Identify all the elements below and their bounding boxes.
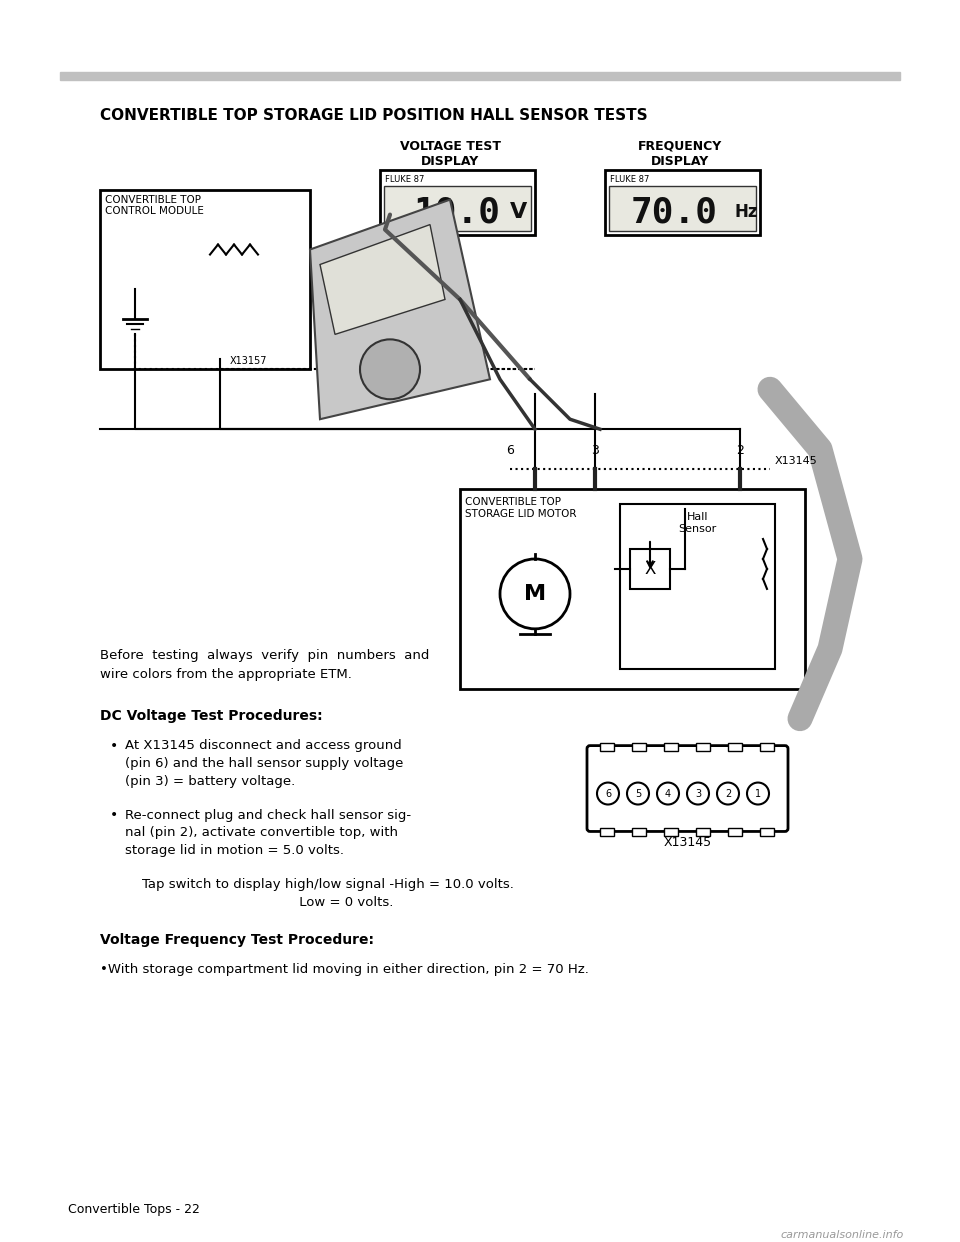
Text: Re-connect plug and check hall sensor sig-: Re-connect plug and check hall sensor si… [125,809,411,821]
Text: 5: 5 [635,789,641,799]
Text: 3: 3 [695,789,701,799]
Text: DC Voltage Test Procedures:: DC Voltage Test Procedures: [100,709,323,723]
Text: 3: 3 [591,445,599,457]
Bar [664,743,678,750]
Bar [384,185,531,231]
Bar [632,743,646,750]
FancyBboxPatch shape [605,170,760,235]
Text: (pin 3) = battery voltage.: (pin 3) = battery voltage. [125,775,296,787]
Text: Before  testing  always  verify  pin  numbers  and
wire colors from the appropri: Before testing always verify pin numbers… [100,648,429,681]
Text: Hall
Sensor: Hall Sensor [679,512,716,534]
Bar [609,185,756,231]
Text: Tap switch to display high/low signal -High = 10.0 volts.: Tap switch to display high/low signal -H… [125,878,514,892]
Bar [664,828,678,836]
Bar [460,489,805,689]
Text: At X13145 disconnect and access ground: At X13145 disconnect and access ground [125,739,401,751]
Bar [600,743,614,750]
Text: V: V [511,202,528,222]
Text: 4: 4 [665,789,671,799]
Bar [760,828,774,836]
Text: 2: 2 [725,789,732,799]
Text: VOLTAGE TEST
DISPLAY: VOLTAGE TEST DISPLAY [399,140,500,168]
Text: 2: 2 [736,445,744,457]
Bar [600,828,614,836]
Text: 10.0: 10.0 [414,195,501,229]
FancyBboxPatch shape [587,745,788,831]
Text: X13145: X13145 [663,836,711,850]
Text: 6: 6 [506,445,514,457]
Text: Low = 0 volts.: Low = 0 volts. [125,897,394,909]
Text: (pin 6) and the hall sensor supply voltage: (pin 6) and the hall sensor supply volta… [125,756,403,770]
Text: 70.0: 70.0 [631,195,718,229]
Circle shape [597,782,619,805]
Text: carmanualsonline.info: carmanualsonline.info [780,1230,903,1240]
Bar [620,504,775,668]
Text: nal (pin 2), activate convertible top, with: nal (pin 2), activate convertible top, w… [125,826,398,840]
Bar [630,549,670,589]
Text: 1: 1 [755,789,761,799]
Text: CONVERTIBLE TOP STORAGE LID POSITION HALL SENSOR TESTS: CONVERTIBLE TOP STORAGE LID POSITION HAL… [100,108,648,123]
Text: FREQUENCY
DISPLAY: FREQUENCY DISPLAY [637,140,722,168]
Text: Hz: Hz [734,204,757,221]
Text: Convertible Tops - 22: Convertible Tops - 22 [68,1202,200,1216]
Circle shape [360,339,420,399]
Text: FLUKE 87: FLUKE 87 [610,175,649,184]
Text: X: X [644,560,656,578]
Circle shape [717,782,739,805]
Text: 6: 6 [605,789,612,799]
Bar [696,743,710,750]
Text: •With storage compartment lid moving in either direction, pin 2 = 70 Hz.: •With storage compartment lid moving in … [100,964,588,976]
Text: M: M [524,584,546,604]
Text: CONVERTIBLE TOP
STORAGE LID MOTOR: CONVERTIBLE TOP STORAGE LID MOTOR [465,497,577,519]
Polygon shape [320,225,445,334]
Circle shape [657,782,679,805]
Text: storage lid in motion = 5.0 volts.: storage lid in motion = 5.0 volts. [125,845,344,857]
FancyBboxPatch shape [380,170,535,235]
Text: X13157: X13157 [230,356,268,366]
Bar [100,190,310,369]
Bar [696,828,710,836]
Text: •: • [110,739,118,753]
Bar [728,828,742,836]
Text: Voltage Frequency Test Procedure:: Voltage Frequency Test Procedure: [100,933,374,948]
Circle shape [627,782,649,805]
Circle shape [687,782,709,805]
Text: •: • [110,809,118,822]
Bar [728,743,742,750]
Polygon shape [310,200,490,420]
Text: CONVERTIBLE TOP
CONTROL MODULE: CONVERTIBLE TOP CONTROL MODULE [105,195,204,216]
Text: X13145: X13145 [775,456,818,466]
Bar [60,72,900,79]
Circle shape [747,782,769,805]
Bar [632,828,646,836]
Text: FLUKE 87: FLUKE 87 [385,175,424,184]
Bar [760,743,774,750]
Circle shape [500,559,570,628]
